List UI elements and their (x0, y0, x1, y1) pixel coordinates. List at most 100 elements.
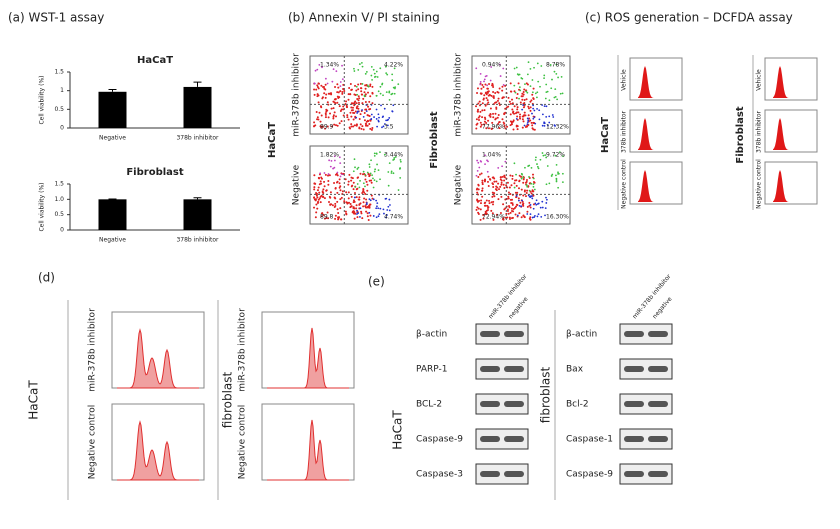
dot (485, 212, 488, 215)
dot (375, 108, 378, 111)
dot (511, 198, 514, 201)
dot (528, 117, 531, 120)
dot (498, 188, 501, 191)
dot (554, 88, 557, 91)
dot (324, 112, 327, 115)
dot (522, 90, 525, 93)
dot (487, 175, 490, 178)
dot (314, 69, 317, 72)
dot (477, 207, 480, 210)
blot-band (648, 401, 668, 407)
dot (493, 180, 496, 183)
dot (328, 195, 331, 198)
dot (508, 186, 511, 189)
dot (352, 170, 355, 173)
dot (479, 121, 482, 124)
dot (323, 172, 326, 174)
dot (364, 173, 367, 176)
dot (509, 82, 512, 85)
dot (340, 218, 343, 221)
dot (327, 92, 330, 95)
dot (397, 189, 400, 191)
dot (507, 191, 510, 194)
dot (331, 204, 334, 207)
dot (355, 207, 358, 210)
dot (487, 101, 490, 104)
dot (324, 127, 327, 130)
dot (555, 163, 558, 166)
dot (355, 89, 358, 92)
dot (320, 215, 323, 218)
dot (330, 107, 333, 110)
error-bar (108, 89, 117, 92)
dot (354, 166, 356, 169)
protein-label: β-actin (416, 330, 447, 340)
dot (486, 87, 489, 90)
dot (544, 214, 546, 217)
dot (345, 104, 348, 107)
dot (313, 206, 316, 209)
dot (382, 125, 385, 128)
bar (183, 86, 212, 128)
dot (375, 70, 378, 73)
dot (321, 191, 324, 194)
x-tick-label: Negative (99, 135, 126, 142)
dot (520, 188, 523, 191)
dot (336, 124, 339, 127)
dot (364, 193, 367, 196)
dot (499, 75, 502, 77)
dot (339, 110, 342, 113)
dot (510, 121, 513, 124)
dot (369, 107, 372, 110)
dot (321, 212, 324, 215)
dot (534, 122, 537, 125)
dot (501, 89, 504, 92)
dot (490, 201, 493, 204)
dot (515, 203, 518, 206)
dot (357, 99, 360, 102)
group-label: HaCaT (27, 380, 41, 420)
dot (332, 114, 335, 117)
dot (507, 195, 510, 198)
dot (316, 196, 319, 199)
dot (343, 200, 346, 203)
dot (524, 195, 527, 198)
dot (509, 102, 512, 105)
y-tick-label: 0.5 (54, 106, 64, 113)
dot (521, 108, 524, 111)
dot (513, 182, 516, 185)
dot (553, 96, 556, 99)
dot (387, 205, 390, 208)
dot (357, 83, 360, 86)
dot (475, 127, 478, 130)
quadrant-percent: 4.74% (384, 214, 403, 221)
dot (360, 93, 363, 96)
group-label: Fibroblast (735, 106, 746, 164)
dot (332, 107, 335, 110)
dot (334, 217, 337, 220)
dot (337, 212, 340, 215)
dot (489, 113, 492, 116)
dot (326, 109, 329, 112)
dot (358, 118, 361, 121)
dot (325, 93, 328, 96)
dot (357, 69, 360, 71)
dot (368, 123, 371, 126)
dot (324, 173, 327, 176)
dot (330, 203, 333, 206)
dot (339, 162, 342, 165)
protein-label: Caspase-3 (416, 470, 463, 480)
dot (387, 184, 390, 187)
dot (525, 180, 528, 183)
dot (360, 127, 363, 130)
dot (342, 88, 345, 91)
dot (318, 64, 321, 66)
dot (379, 178, 381, 181)
dot (364, 72, 367, 75)
dot (370, 128, 373, 131)
dot (507, 212, 510, 215)
dot (349, 202, 352, 205)
dot (313, 82, 316, 85)
dot (383, 107, 386, 110)
dot (357, 212, 360, 214)
